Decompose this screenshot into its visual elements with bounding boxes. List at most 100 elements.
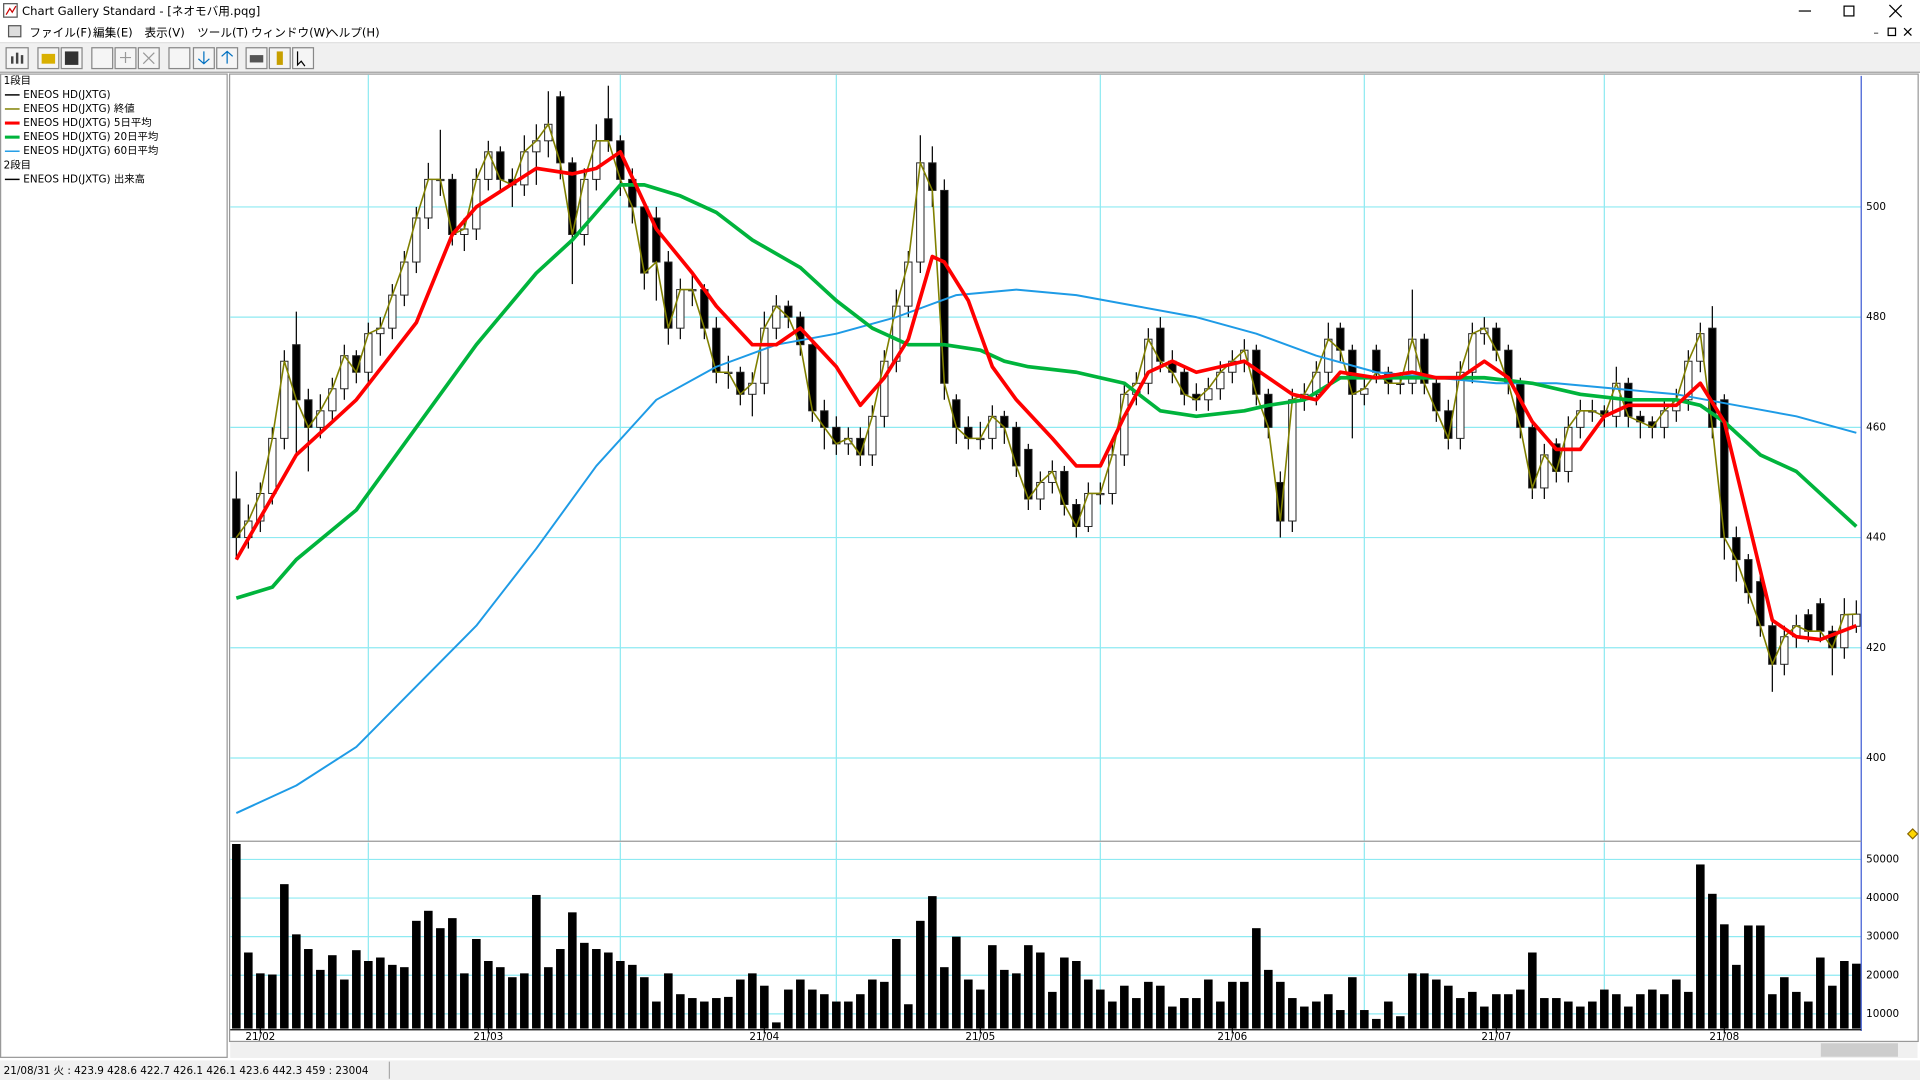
volume-bar xyxy=(844,1001,853,1029)
volume-bar xyxy=(1792,991,1801,1029)
volume-bar xyxy=(736,979,745,1029)
volume-bar xyxy=(1780,977,1789,1029)
volume-bar xyxy=(1156,985,1165,1029)
glyph xyxy=(221,50,234,64)
volume-bar xyxy=(1612,994,1621,1029)
volume-bar xyxy=(376,957,385,1029)
menu-item[interactable]: ヘルプ(H) xyxy=(327,26,380,40)
tool-button[interactable] xyxy=(292,47,315,70)
volume-bar xyxy=(1552,998,1561,1029)
candle-body xyxy=(604,118,613,142)
y-tick-label: 50000 xyxy=(1866,853,1899,865)
volume-bar xyxy=(580,942,589,1029)
candle-body xyxy=(952,399,961,428)
volume-bar xyxy=(664,973,673,1029)
volume-bar xyxy=(1408,973,1417,1029)
volume-bar xyxy=(544,967,553,1029)
volume-bar xyxy=(1576,1006,1585,1029)
volume-bar xyxy=(1432,979,1441,1029)
volume-bar xyxy=(316,969,325,1029)
volume-bar xyxy=(520,973,529,1029)
volume-bar xyxy=(388,964,397,1029)
y-tick-label: 500 xyxy=(1866,201,1886,213)
volume-bar xyxy=(1840,960,1849,1029)
volume-bar xyxy=(1756,925,1765,1029)
volume-bar xyxy=(1420,973,1429,1029)
volume-bar xyxy=(292,934,301,1029)
volume-bar xyxy=(1000,969,1009,1029)
volume-bar xyxy=(784,989,793,1029)
volume-bar xyxy=(1216,1001,1225,1029)
restore-button[interactable] xyxy=(1843,5,1855,17)
glyph xyxy=(296,51,306,67)
volume-bar xyxy=(1564,1001,1573,1029)
volume-bar xyxy=(1048,991,1057,1029)
glyph xyxy=(120,52,132,64)
glyph xyxy=(276,51,283,65)
volume-bar xyxy=(1168,1006,1177,1029)
glyph xyxy=(41,53,56,64)
tool-button[interactable] xyxy=(91,47,114,70)
legend-entry: ENEOS HD(JXTG) 5日平均 xyxy=(23,116,151,129)
volume-bar xyxy=(1024,945,1033,1029)
volume-bar xyxy=(952,936,961,1029)
chart-frame xyxy=(228,73,1919,1043)
volume-bar xyxy=(592,949,601,1029)
mdi-close[interactable] xyxy=(1903,27,1912,36)
volume-bar xyxy=(940,967,949,1029)
menu-item[interactable]: 表示(V) xyxy=(144,26,184,40)
volume-bar xyxy=(724,996,733,1029)
volume-bar xyxy=(1060,957,1069,1029)
volume-bar xyxy=(1504,994,1513,1029)
close-button[interactable] xyxy=(1888,4,1903,18)
volume-bar xyxy=(1228,981,1237,1029)
volume-bar xyxy=(1480,1006,1489,1029)
volume-bar xyxy=(1132,998,1141,1029)
x-tick-label: 21/06 xyxy=(1217,1031,1247,1043)
volume-bar xyxy=(628,964,637,1029)
menu-item[interactable]: ツール(T) xyxy=(197,26,248,40)
volume-bar xyxy=(1696,864,1705,1029)
volume-bar xyxy=(328,955,337,1029)
volume-bar xyxy=(856,994,865,1029)
volume-bar xyxy=(1144,981,1153,1029)
volume-bar xyxy=(472,938,481,1029)
volume-bar xyxy=(400,967,409,1029)
volume-bar xyxy=(1468,991,1477,1029)
x-tick-label: 21/04 xyxy=(749,1031,779,1043)
volume-bar xyxy=(1828,985,1837,1029)
volume-bar xyxy=(1852,963,1861,1029)
candle-body xyxy=(1372,349,1381,373)
tool-button[interactable] xyxy=(168,47,191,70)
volume-bar xyxy=(1372,1018,1381,1029)
mdi-restore[interactable] xyxy=(1887,27,1897,37)
menu-item[interactable]: ウィンドウ(W) xyxy=(251,26,330,40)
h-scrollbar[interactable] xyxy=(230,1042,1918,1058)
volume-bar xyxy=(1360,1010,1369,1029)
volume-bar xyxy=(1240,981,1249,1029)
y-tick-label: 40000 xyxy=(1866,892,1899,904)
volume-bar xyxy=(436,928,445,1029)
scroll-thumb[interactable] xyxy=(1820,1043,1898,1057)
x-tick-label: 21/07 xyxy=(1481,1031,1511,1043)
mdi-minimize[interactable]: – xyxy=(1873,27,1878,39)
menu-item[interactable]: ファイル(F) xyxy=(29,26,91,40)
legend-entry: ENEOS HD(JXTG) 終値 xyxy=(23,102,134,115)
volume-bar xyxy=(676,994,685,1029)
volume-bar xyxy=(496,967,505,1029)
volume-bar xyxy=(1744,925,1753,1029)
scale-marker[interactable] xyxy=(1906,828,1919,840)
volume-bar xyxy=(280,884,289,1029)
volume-bar xyxy=(760,985,769,1029)
volume-bar xyxy=(1204,979,1213,1029)
volume-bar xyxy=(256,973,265,1029)
volume-bar xyxy=(412,920,421,1029)
volume-bar xyxy=(916,920,925,1029)
window-title: Chart Gallery Standard - [ネオモバ用.pqg] xyxy=(22,4,260,18)
volume-bar xyxy=(1312,1001,1321,1029)
volume-bar xyxy=(424,910,433,1029)
menu-item[interactable]: 編集(E) xyxy=(93,26,133,40)
volume-bar xyxy=(556,949,565,1029)
volume-bar xyxy=(1624,1006,1633,1029)
volume-bar xyxy=(1336,1010,1345,1029)
